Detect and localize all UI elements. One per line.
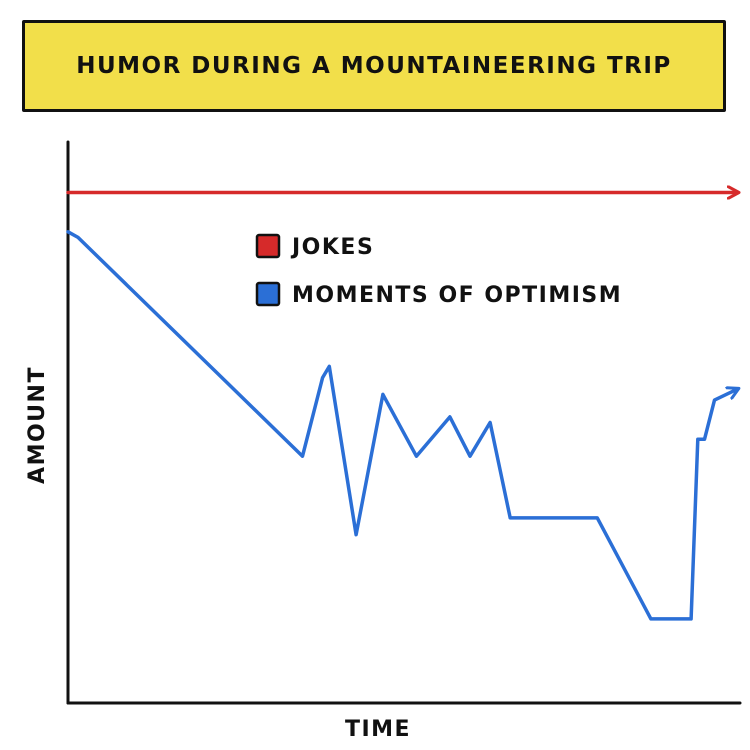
y-axis-label: AMOUNT	[25, 366, 50, 484]
legend-label-jokes: JOKES	[290, 235, 374, 260]
series-layer	[66, 193, 738, 621]
legend-swatch-optimism	[255, 281, 281, 307]
x-axis-label: TIME	[345, 717, 411, 742]
series-line-moments-of-optimism	[66, 230, 738, 621]
chart-title-banner: HUMOR DURING A MOUNTAINEERING TRIP	[22, 20, 726, 112]
legend-label-optimism: MOMENTS OF OPTIMISM	[292, 283, 622, 308]
chart-title: HUMOR DURING A MOUNTAINEERING TRIP	[76, 53, 672, 79]
legend-swatch-jokes	[255, 233, 281, 259]
legend: JOKES MOMENTS OF OPTIMISM	[255, 233, 622, 308]
axes	[66, 140, 742, 705]
